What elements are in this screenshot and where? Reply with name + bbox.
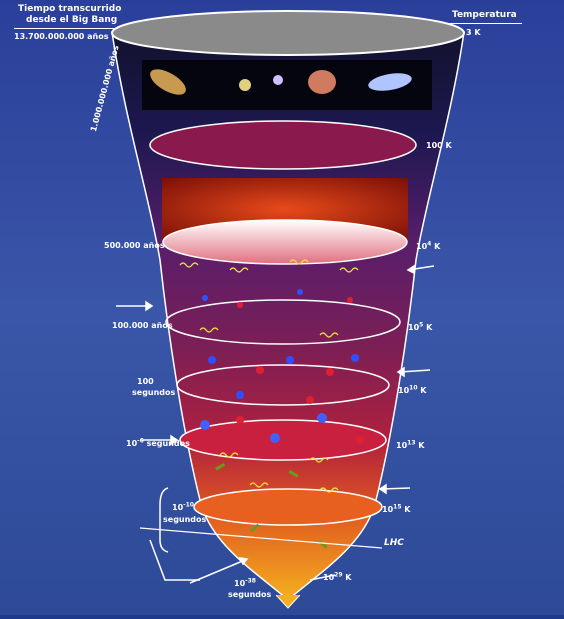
photons (179, 259, 359, 493)
title-rule-left (14, 28, 118, 29)
time-100-seconds: segundos (132, 388, 176, 397)
temp-title: Temperatura (452, 10, 517, 20)
time-500k-years: 500.000 años (104, 241, 165, 250)
funnel-tip (275, 594, 301, 609)
ellipse-1e-6-seconds (179, 419, 387, 461)
galaxy-image-3 (273, 75, 283, 85)
lhc-line (139, 527, 383, 549)
time-title-line2: desde el Big Bang (26, 15, 118, 25)
time-now: 13.700.000.000 años (14, 32, 109, 41)
temp-1e10: 1010 K (398, 384, 427, 395)
ellipse-100-seconds (176, 364, 390, 406)
temp-1e15: 1015 K (382, 503, 411, 514)
time-1e-10-base: 10-10 (172, 501, 194, 512)
title-rule-right (448, 23, 522, 24)
galaxy-image-2 (239, 79, 251, 91)
arrows (116, 264, 435, 584)
ellipse-500k (162, 219, 408, 265)
temp-100k: 100 K (426, 141, 452, 150)
temp-1e5: 105 K (408, 321, 433, 332)
temp-1e29: 1029 K (323, 571, 352, 582)
temp-1e13: 1013 K (396, 439, 425, 450)
time-1e-38-base: 10-38 (234, 577, 256, 588)
bracket-lower (149, 539, 200, 581)
bracket (159, 487, 169, 553)
temp-1e4: 104 K (416, 240, 441, 251)
ellipse-100k (149, 120, 417, 170)
ellipse-1e-10-seconds (193, 488, 383, 526)
temp-now: 3 K (466, 28, 481, 37)
time-title-line1: Tiempo transcurrido (18, 4, 122, 14)
particles (200, 289, 364, 444)
lhc-label: LHC (384, 538, 404, 548)
gluons (214, 463, 328, 549)
galaxy-image-5 (368, 73, 412, 91)
time-1e-6-seconds: 10-6 segundos (126, 437, 190, 448)
time-1e-10-seconds: segundos (163, 515, 207, 524)
galaxy-image-1 (150, 69, 186, 95)
time-100-label: 100 (137, 377, 154, 386)
time-1e-38-seconds: segundos (228, 590, 272, 599)
present-day-ellipse (111, 10, 465, 56)
galaxy-image-4 (308, 70, 336, 94)
time-100k-years: 100.000 años (112, 321, 173, 330)
ellipse-100k-years (165, 299, 401, 345)
